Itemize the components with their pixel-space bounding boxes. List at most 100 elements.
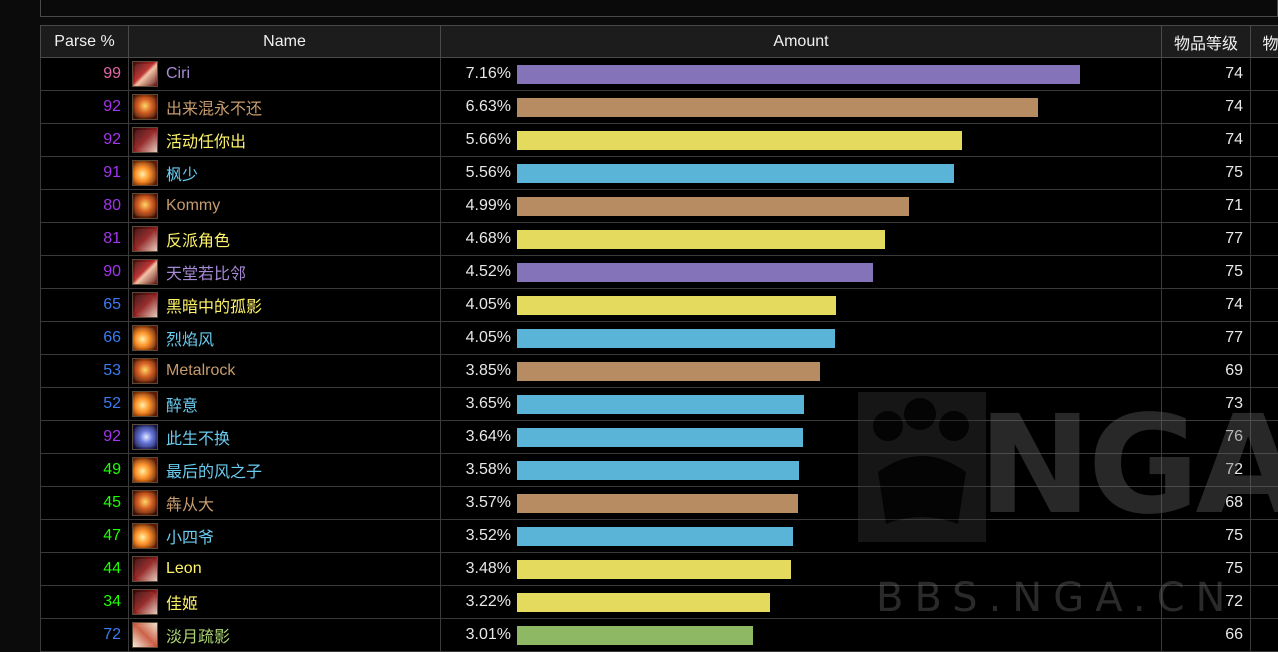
player-name-cell[interactable]: 出来混永不还 [128,90,441,124]
table-row[interactable]: 91 枫少 5.56% 154.0千 75 [40,156,1278,190]
item-level: 75 [1161,255,1251,289]
parse-percent: 65 [40,288,129,322]
amount-bar [517,295,836,315]
extra-cell [1250,552,1278,586]
amount-cell: 4.05% 112.2千 [440,321,1162,355]
player-name-cell[interactable]: 醉意 [128,387,441,421]
amount-value: 156.9千 [1087,128,1161,152]
amount-bar [517,559,791,579]
table-row[interactable]: 52 醉意 3.65% 101.2千 73 [40,387,1278,421]
table-row[interactable]: 92 活动任你出 5.66% 156.9千 74 [40,123,1278,157]
item-level-column-header[interactable]: 物品等级 [1161,25,1251,58]
item-level: 72 [1161,453,1251,487]
amount-percent: 5.56% [465,164,511,181]
table-row[interactable]: 65 黑暗中的孤影 4.05% 112.3千 74 [40,288,1278,322]
player-name-cell[interactable]: Ciri [128,57,441,91]
player-name[interactable]: 佳姬 [166,596,199,613]
amount-value: 154.0千 [1087,161,1161,185]
amount-cell: 3.58% 99.4千 [440,453,1162,487]
player-name-cell[interactable]: 枫少 [128,156,441,190]
amount-bar [517,427,803,447]
player-name-cell[interactable]: 犇从大 [128,486,441,520]
amount-value: 106.7千 [1087,359,1161,383]
table-row[interactable]: 72 淡月疏影 3.01% 83.4千 66 [40,618,1278,652]
player-name-cell[interactable]: 佳姬 [128,585,441,619]
table-row[interactable]: 92 此生不换 3.64% 100.8千 76 [40,420,1278,454]
name-column-header[interactable]: Name [128,25,441,58]
extra-cell [1250,387,1278,421]
player-name[interactable]: Ciri [166,65,190,82]
player-name-cell[interactable]: 烈焰风 [128,321,441,355]
amount-column-header[interactable]: Amount [440,25,1162,58]
table-row[interactable]: 80 Kommy 4.99% 138.3千 71 [40,189,1278,223]
player-name[interactable]: Leon [166,560,202,577]
player-name-cell[interactable]: Metalrock [128,354,441,388]
amount-value: 138.3千 [1087,194,1161,218]
extra-column-header[interactable]: 物 [1250,25,1278,58]
amount-percent: 3.52% [465,527,511,544]
table-row[interactable]: 90 天堂若比邻 4.52% 125.4千 75 [40,255,1278,289]
item-level: 73 [1161,387,1251,421]
amount-percent: 4.05% [465,296,511,313]
item-level: 68 [1161,486,1251,520]
rogue-blade-icon [132,589,158,615]
amount-bar-track [517,427,1087,447]
player-name-cell[interactable]: 黑暗中的孤影 [128,288,441,322]
player-name-cell[interactable]: 活动任你出 [128,123,441,157]
player-name[interactable]: 烈焰风 [166,332,215,349]
table-row[interactable]: 66 烈焰风 4.05% 112.2千 77 [40,321,1278,355]
player-name-cell[interactable]: 淡月疏影 [128,618,441,652]
player-name-cell[interactable]: 天堂若比邻 [128,255,441,289]
amount-value: 96.5千 [1087,557,1161,581]
amount-bar-track [517,625,1087,645]
table-row[interactable]: 34 佳姬 3.22% 89.4千 72 [40,585,1278,619]
amount-bar-track [517,130,1087,150]
amount-percent: 3.64% [465,428,511,445]
player-name[interactable]: 活动任你出 [166,134,247,151]
player-name[interactable]: 出来混永不还 [166,101,263,118]
player-name[interactable]: 小四爷 [166,530,215,547]
rogue-blade-icon [132,127,158,153]
table-row[interactable]: 53 Metalrock 3.85% 106.7千 69 [40,354,1278,388]
amount-value: 99.4千 [1087,458,1161,482]
fireball-icon [132,325,158,351]
item-level: 74 [1161,123,1251,157]
player-name-cell[interactable]: 小四爷 [128,519,441,553]
player-name-cell[interactable]: Kommy [128,189,441,223]
parse-percent: 45 [40,486,129,520]
table-row[interactable]: 81 反派角色 4.68% 129.7千 77 [40,222,1278,256]
amount-bar-track [517,361,1087,381]
player-name[interactable]: 犇从大 [166,497,215,514]
item-level: 71 [1161,189,1251,223]
item-level: 76 [1161,420,1251,454]
table-row[interactable]: 49 最后的风之子 3.58% 99.4千 72 [40,453,1278,487]
table-row[interactable]: 44 Leon 3.48% 96.5千 75 [40,552,1278,586]
rogue-blade-icon [132,226,158,252]
player-name[interactable]: 醉意 [166,398,199,415]
player-name[interactable]: 淡月疏影 [166,629,231,646]
player-name[interactable]: 枫少 [166,167,199,184]
player-name[interactable]: Metalrock [166,362,236,379]
player-name-cell[interactable]: 反派角色 [128,222,441,256]
amount-value: 198.5千 [1087,62,1161,86]
parse-column-header[interactable]: Parse % [40,25,129,58]
player-name[interactable]: Kommy [166,197,221,214]
table-row[interactable]: 45 犇从大 3.57% 99.0千 68 [40,486,1278,520]
amount-percent: 5.66% [465,131,511,148]
player-name[interactable]: 黑暗中的孤影 [166,299,263,316]
table-row[interactable]: 47 小四爷 3.52% 97.5千 75 [40,519,1278,553]
table-row[interactable]: 99 Ciri 7.16% 198.5千 74 [40,57,1278,91]
amount-bar-track [517,559,1087,579]
amount-percent: 3.58% [465,461,511,478]
item-level: 74 [1161,90,1251,124]
player-name-cell[interactable]: Leon [128,552,441,586]
player-name[interactable]: 此生不换 [166,431,231,448]
player-name[interactable]: 最后的风之子 [166,464,263,481]
player-name-cell[interactable]: 最后的风之子 [128,453,441,487]
player-name-cell[interactable]: 此生不换 [128,420,441,454]
table-row[interactable]: 92 出来混永不还 6.63% 183.7千 74 [40,90,1278,124]
player-name[interactable]: 天堂若比邻 [166,266,247,283]
player-name[interactable]: 反派角色 [166,233,231,250]
amount-bar-track [517,97,1087,117]
extra-cell [1250,189,1278,223]
